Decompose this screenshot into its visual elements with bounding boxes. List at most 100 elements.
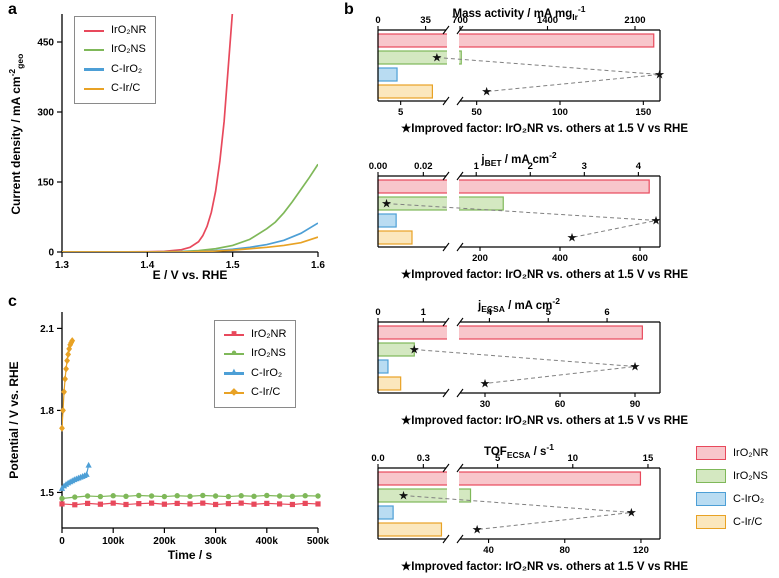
data-marker: [225, 493, 232, 500]
data-marker: [97, 493, 104, 500]
top-tick-label: 3: [582, 161, 587, 172]
data-marker: [59, 501, 65, 507]
legend-label: IrO₂NS: [251, 347, 286, 360]
bar-C-IrO₂: [377, 505, 394, 520]
data-marker: [136, 501, 142, 507]
axis-break-mark: [442, 242, 450, 252]
bottom-tick-label: 50: [471, 107, 482, 118]
legend-item: ■ IrO₂NR: [224, 327, 286, 342]
bottom-tick-label: 100: [552, 107, 568, 118]
line-swatch-icon: [84, 48, 104, 52]
data-marker: [60, 406, 66, 415]
bar-IrO₂NR: [377, 179, 650, 194]
top-tick-label: 0.3: [417, 453, 430, 464]
line-swatch-icon: [84, 29, 104, 32]
axis-break-mark: [442, 463, 450, 473]
legend-label: IrO₂NS: [111, 43, 146, 56]
data-marker: [200, 492, 206, 499]
top-tick-label: 0: [375, 307, 380, 318]
line-swatch-icon: ◆: [224, 387, 244, 397]
y-tick-label: 2.1: [40, 324, 54, 335]
color-swatch-icon: [696, 492, 726, 506]
legend-label: IrO₂NR: [733, 447, 769, 459]
data-marker: [97, 501, 103, 507]
legend-item: C-Ir/C: [84, 81, 146, 96]
color-swatch-icon: [696, 469, 726, 483]
x-tick-label: 1.6: [311, 260, 325, 271]
panel-b-label: b: [344, 1, 354, 18]
bar-IrO₂NR: [377, 325, 643, 340]
stability-legend: ■ IrO₂NR ● IrO₂NS ▲ C-IrO₂ ◆ C-Ir/C: [214, 320, 297, 408]
circle-marker-icon: ●: [230, 347, 238, 359]
y-tick-label: 450: [37, 38, 54, 49]
bar-C-IrO₂: [377, 67, 398, 82]
data-marker: [123, 493, 129, 499]
data-marker: [148, 493, 155, 499]
bar-C-Ir/C: [377, 376, 402, 391]
top-tick-label: 6: [604, 307, 609, 318]
top-tick-label: 0: [375, 15, 380, 26]
data-marker: [213, 501, 219, 508]
axis-break-mark: [442, 317, 450, 327]
star-marker: ★: [381, 197, 392, 211]
x-tick-label: 400k: [256, 536, 279, 547]
line-swatch-icon: [84, 87, 104, 91]
legend-item: ◆ C-Ir/C: [224, 385, 286, 400]
polarization-plot: 1.3 1.4 1.5 1.6 0 150 300 450: [37, 14, 325, 271]
legend-label: C-IrO₂: [111, 62, 143, 75]
legend-item: IrO₂NR: [84, 23, 146, 38]
data-marker: [161, 501, 167, 507]
bottom-tick-label: 120: [633, 545, 649, 556]
mass-activity-title: Mass activity / mA mgIr-1: [452, 4, 586, 23]
data-marker: [225, 501, 231, 507]
line-swatch-icon: ●: [224, 348, 244, 358]
legend-item: C-Ir/C: [696, 515, 768, 529]
data-marker: [264, 492, 270, 499]
data-marker: [187, 501, 193, 507]
bottom-tick-label: 600: [632, 253, 648, 264]
top-tick-label: 35: [420, 15, 431, 26]
x-tick-label: 1.4: [140, 260, 154, 271]
axis-break-mark: [456, 242, 464, 252]
data-marker: [63, 365, 69, 373]
axis-break-mark: [456, 96, 464, 106]
data-marker: [136, 492, 142, 499]
data-marker: [251, 501, 257, 507]
data-marker: [123, 501, 129, 508]
x-tick-label: 1.3: [55, 260, 69, 271]
axis-break-mark: [456, 171, 464, 181]
data-marker: [187, 493, 193, 499]
bar-C-Ir/C: [377, 522, 443, 537]
axis-break-mark: [456, 388, 464, 398]
data-marker: [212, 493, 219, 499]
top-tick-label: 1: [474, 161, 480, 172]
axis-break-mark: [442, 534, 450, 544]
data-marker: [59, 424, 65, 432]
square-marker-icon: ■: [230, 328, 238, 340]
star-connector-line: [436, 57, 660, 92]
data-marker: [174, 493, 180, 499]
star-marker: ★: [409, 343, 420, 357]
data-marker: [302, 500, 308, 506]
panel-a-x-axis-title: E / V vs. RHE: [152, 268, 228, 282]
j-ecsa-title: jECSA / mA cm-2: [478, 296, 560, 315]
y-tick-label: 1.8: [40, 406, 54, 417]
panel-c-y-axis-title: Potential / V vs. RHE: [7, 361, 21, 479]
line-swatch-icon: [84, 68, 104, 71]
data-marker: [62, 375, 68, 383]
star-marker: ★: [651, 214, 662, 228]
top-tick-label: 10: [567, 453, 578, 464]
star-marker: ★: [630, 360, 641, 374]
top-tick-label: 1400: [537, 15, 558, 26]
bar-IrO₂NR: [377, 33, 655, 48]
axis-break-mark: [456, 534, 464, 544]
panel-c-x-axis-title: Time / s: [167, 548, 213, 562]
data-marker: [72, 502, 78, 508]
star-marker: ★: [480, 377, 491, 391]
legend-label: IrO₂NS: [733, 470, 768, 482]
bar-C-Ir/C: [377, 230, 413, 245]
bottom-tick-label: 200: [472, 253, 488, 264]
x-tick-label: 0: [59, 536, 65, 547]
stability-plot: 0 100k 200k 300k 400k 500k 1.5 1.8 2.1: [40, 312, 330, 547]
top-tick-label: 700: [452, 15, 468, 26]
